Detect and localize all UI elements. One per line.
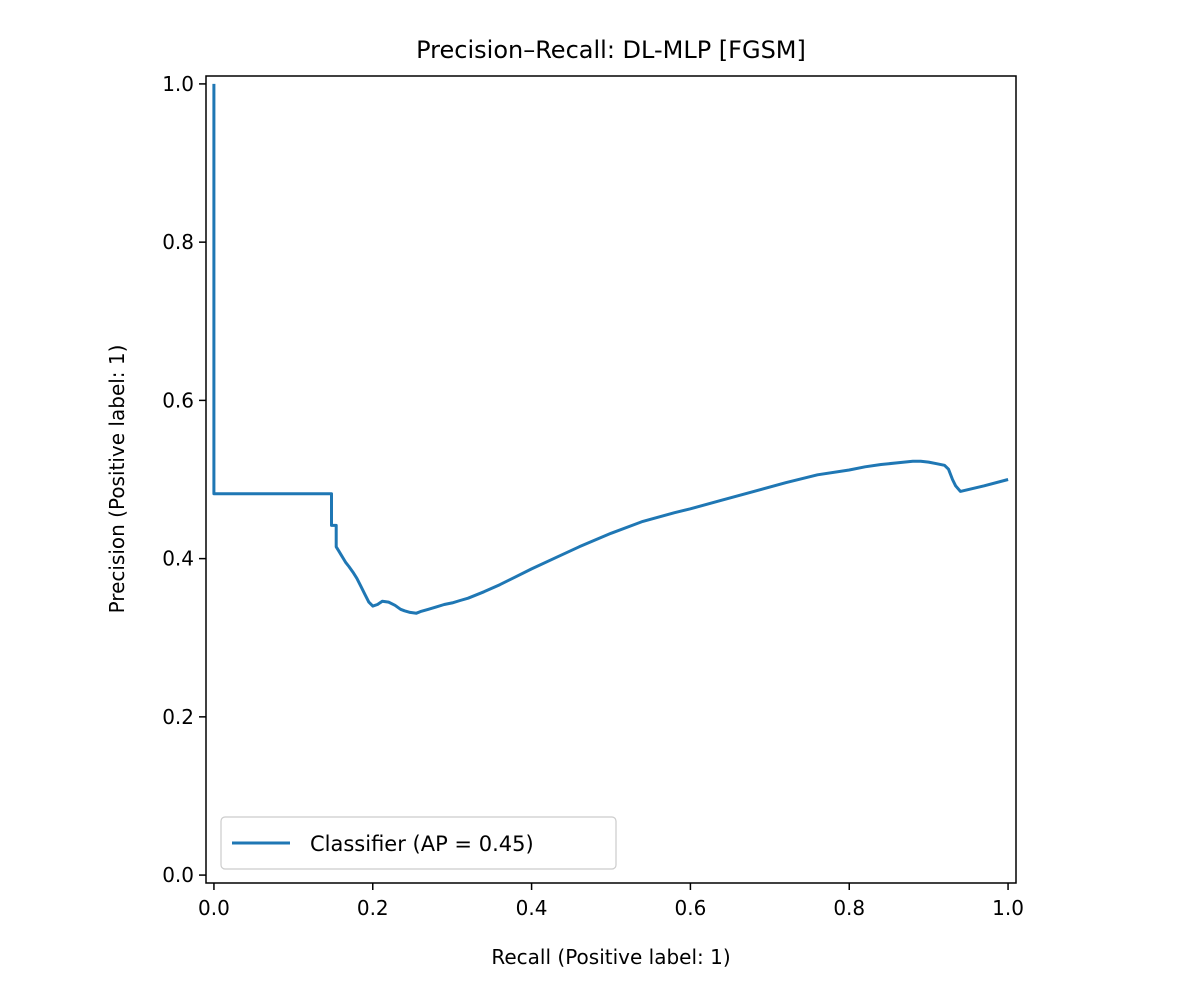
x-tick-label-2: 0.4 xyxy=(516,896,548,920)
x-tick-label-1: 0.2 xyxy=(357,896,389,920)
axis-ticks: 0.0 0.2 0.4 0.6 0.8 1.0 0.0 0.2 0.4 0.6 0.8 1.0 xyxy=(162,72,1024,920)
y-tick-label-3: 0.6 xyxy=(162,388,194,412)
x-tick-label-4: 0.8 xyxy=(833,896,865,920)
chart-title: Precision–Recall: DL-MLP [FGSM] xyxy=(416,36,806,64)
y-tick-label-1: 0.2 xyxy=(162,705,194,729)
legend-box xyxy=(220,816,617,870)
legend-entry-classifier: Classifier (AP = 0.45) xyxy=(310,832,534,856)
y-tick-label-5: 1.0 xyxy=(162,72,194,96)
series-line-0 xyxy=(212,83,1009,615)
axes-frame xyxy=(205,75,1017,884)
x-tick-label-3: 0.6 xyxy=(675,896,707,920)
x-tick-label-0: 0.0 xyxy=(198,896,230,920)
y-tick-label-2: 0.4 xyxy=(162,547,194,571)
y-tick-label-4: 0.8 xyxy=(162,230,194,254)
y-axis-label: Precision (Positive label: 1) xyxy=(105,345,129,614)
x-tick-label-5: 1.0 xyxy=(992,896,1024,920)
y-tick-label-0: 0.0 xyxy=(162,863,194,887)
x-axis-label: Recall (Positive label: 1) xyxy=(491,945,730,969)
plot-area xyxy=(212,83,1009,615)
legend: Classifier (AP = 0.45) xyxy=(220,816,617,870)
